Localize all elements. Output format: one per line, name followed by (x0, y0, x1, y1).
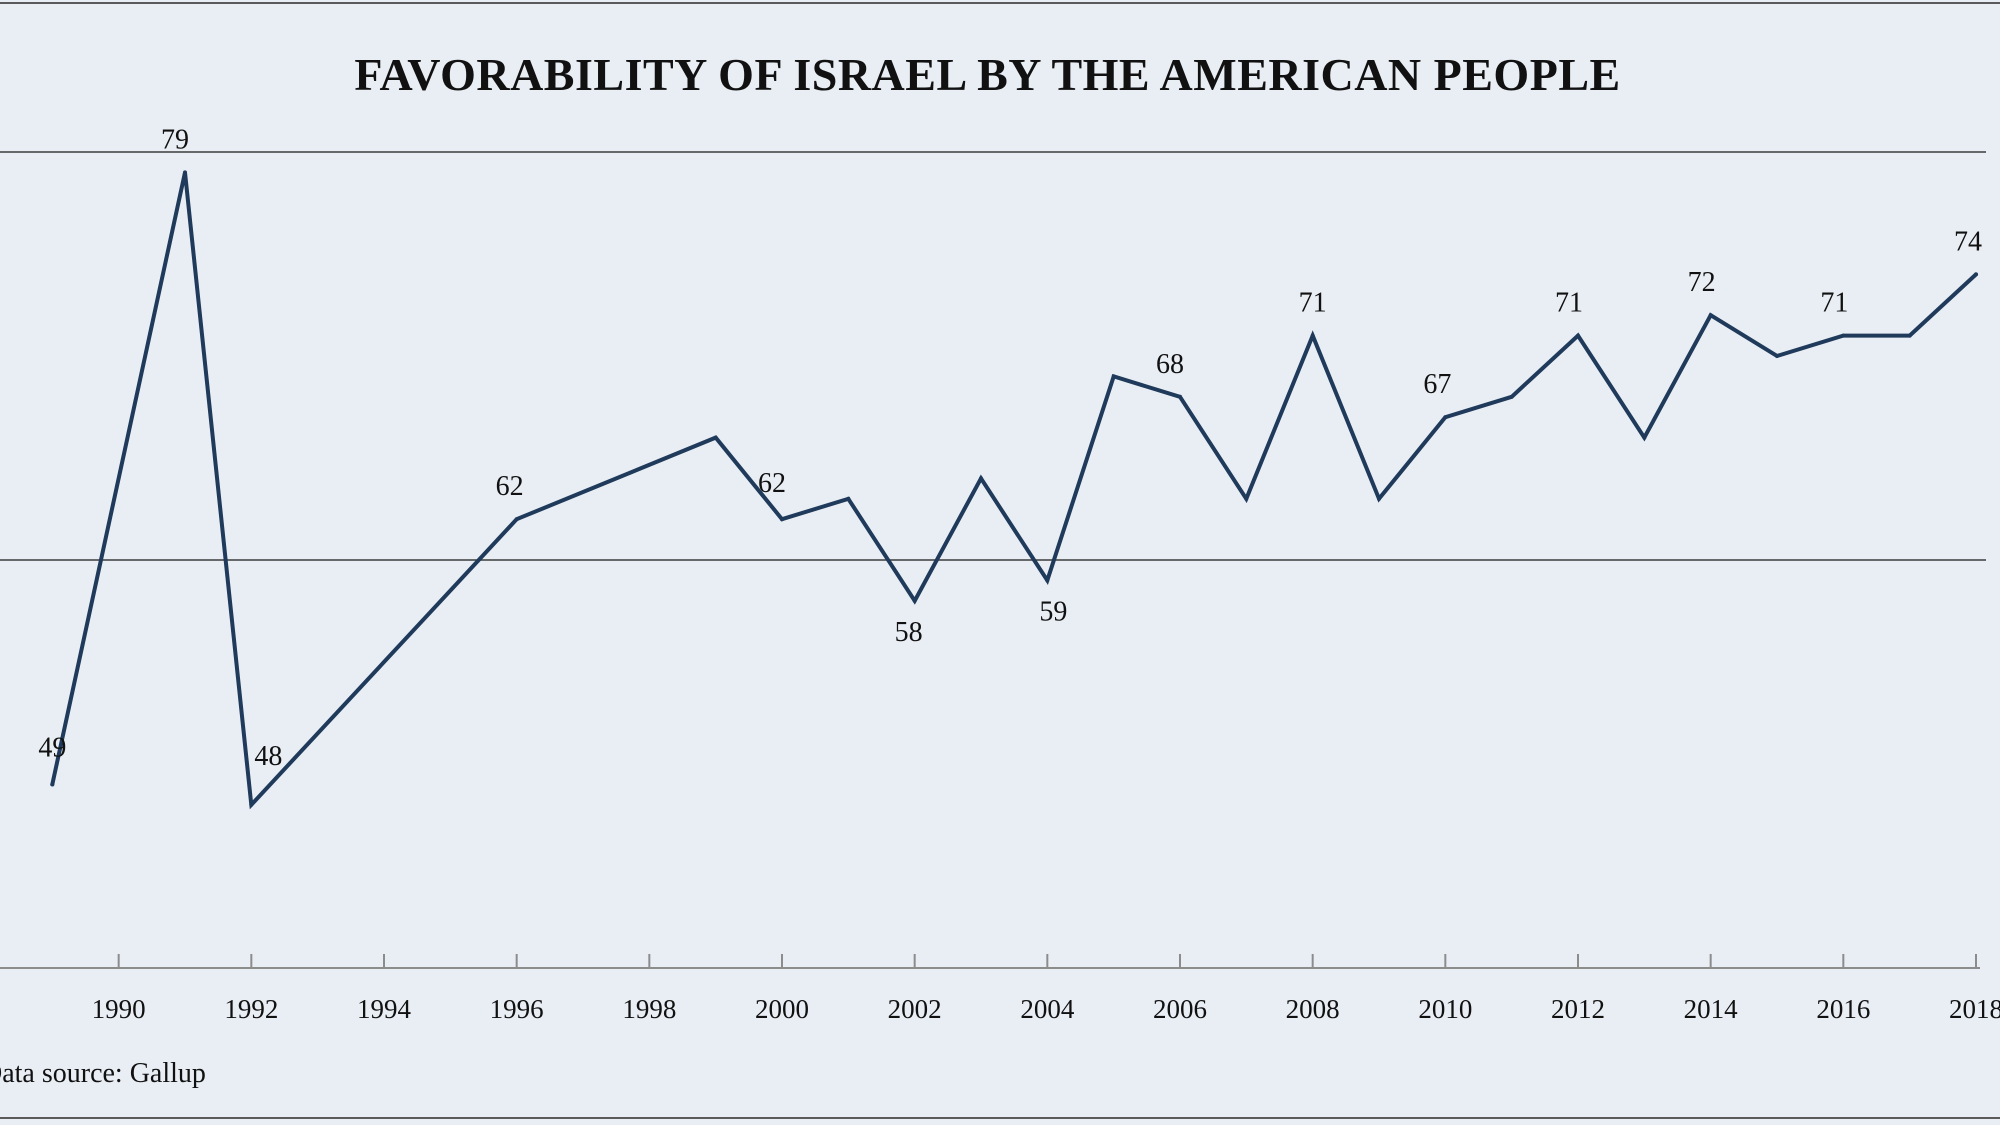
data-label-2008: 71 (1299, 288, 1327, 319)
x-tick-label-2010: 2010 (1418, 994, 1472, 1024)
data-point-2017 (1907, 333, 1912, 338)
data-point-2018 (1974, 272, 1978, 277)
data-point-2003 (979, 476, 983, 481)
x-tick-label-2016: 2016 (1816, 994, 1870, 1024)
data-label-2010: 67 (1423, 369, 1451, 400)
x-axis: 8819901992199419961998200020022004200620… (0, 954, 2000, 1024)
data-point-2016 (1841, 333, 1846, 338)
data-point-1999 (713, 435, 718, 440)
data-point-2004 (1045, 578, 1050, 583)
data-label-1992: 48 (254, 741, 282, 772)
data-label-2012: 71 (1555, 288, 1583, 319)
source-note: Data source: Gallup (0, 1058, 206, 1089)
x-tick-label-2018: 2018 (1949, 994, 2000, 1024)
data-label-2006: 68 (1156, 349, 1184, 380)
data-point-2009 (1377, 496, 1381, 501)
x-tick-label-2008: 2008 (1286, 994, 1340, 1024)
frame-bottom-border (0, 1117, 2000, 1119)
x-tick-label-2006: 2006 (1153, 994, 1207, 1024)
data-point-2013 (1642, 435, 1647, 440)
x-tick-label-2014: 2014 (1684, 994, 1739, 1024)
data-point-2012 (1576, 333, 1580, 338)
x-tick-label-1998: 1998 (622, 994, 676, 1024)
data-label-2018: 74 (1954, 226, 1982, 257)
data-point-2011 (1509, 394, 1514, 399)
data-point-1991 (183, 170, 187, 175)
data-label-1996: 62 (496, 471, 524, 502)
x-tick-label-2002: 2002 (888, 994, 942, 1024)
data-label-2004: 59 (1039, 596, 1067, 627)
data-point-2005 (1111, 374, 1116, 379)
data-label-1989: 49 (38, 732, 66, 763)
x-tick-label-2000: 2000 (755, 994, 809, 1024)
data-label-1991: 79 (161, 124, 189, 155)
data-point-1996 (514, 517, 519, 522)
data-point-2014 (1708, 313, 1713, 318)
data-label-2000: 62 (758, 468, 786, 499)
data-label-2016: 71 (1820, 288, 1848, 319)
data-point-1992 (249, 802, 254, 807)
x-tick-label-2012: 2012 (1551, 994, 1605, 1024)
frame-top-border (0, 2, 2000, 4)
data-point-1989 (50, 782, 55, 787)
data-point-2006 (1178, 394, 1182, 399)
x-tick-label-2004: 2004 (1020, 994, 1075, 1024)
series-layer (50, 170, 1978, 810)
x-tick-label-1992: 1992 (224, 994, 278, 1024)
series-line-0 (50, 171, 1978, 810)
x-tick-label-1994: 1994 (357, 994, 412, 1024)
data-point-2007 (1244, 496, 1249, 501)
data-point-2000 (780, 517, 784, 522)
data-point-2015 (1775, 354, 1779, 358)
data-point-2010 (1443, 415, 1448, 420)
x-tick-label-1990: 1990 (92, 994, 146, 1024)
gridlines (0, 151, 1986, 561)
data-labels: 49 79 48 62 62 58 59 68 71 67 71 72 71 74 (38, 124, 1982, 771)
chart-title: FAVORABILITY OF ISRAEL BY THE AMERICAN P… (354, 49, 1621, 100)
data-point-2008 (1310, 333, 1315, 338)
data-label-2002: 58 (895, 617, 923, 648)
data-point-2002 (912, 598, 917, 603)
x-tick-label-1996: 1996 (490, 994, 544, 1024)
data-label-2014: 72 (1688, 267, 1716, 298)
data-point-2001 (846, 496, 851, 501)
